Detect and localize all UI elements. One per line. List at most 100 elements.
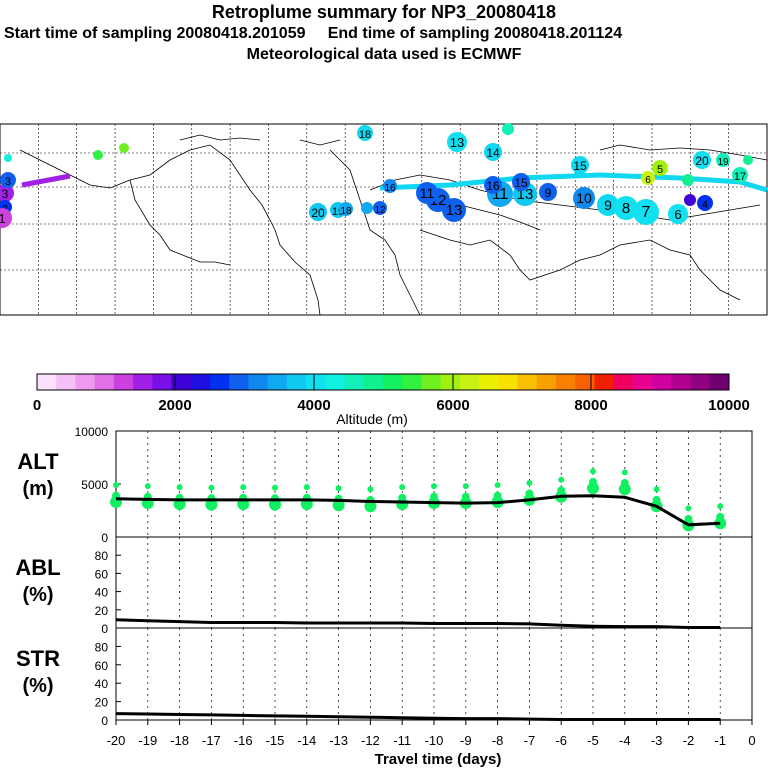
plume-point xyxy=(697,195,713,211)
plume-point-label: 18 xyxy=(359,129,371,141)
plume-point-label: 20 xyxy=(311,206,325,220)
panel-unit: (m) xyxy=(22,478,53,500)
colorbar-swatch xyxy=(363,374,384,390)
colorbar-swatch xyxy=(286,374,307,390)
x-tick-label: -11 xyxy=(393,733,411,748)
cluster-point xyxy=(589,477,597,486)
x-axis-label: Travel time (days) xyxy=(375,751,502,768)
y-tick-label: 60 xyxy=(95,659,109,673)
cluster-point xyxy=(558,476,565,483)
plume-point-label: 4 xyxy=(702,199,708,211)
plume-point xyxy=(119,143,129,153)
colorbar-swatch xyxy=(325,374,346,390)
colorbar-swatch xyxy=(383,374,403,390)
y-tick-label: 0 xyxy=(101,531,108,545)
colorbar-swatch xyxy=(594,374,615,390)
x-tick-label: -19 xyxy=(138,733,157,748)
cluster-point xyxy=(176,484,183,491)
plume-point xyxy=(0,172,16,188)
plume-point-label: 16 xyxy=(384,183,396,194)
panel-str: 80 60 40 20 0 STR (%) xyxy=(16,627,753,728)
colorbar-swatch xyxy=(229,374,249,390)
plume-point-label: 12 xyxy=(374,205,386,216)
cluster-point xyxy=(684,514,693,523)
plume-point xyxy=(361,202,373,214)
cluster-point xyxy=(364,500,377,513)
cluster-point xyxy=(269,498,281,511)
plume-point xyxy=(0,208,12,228)
plume-point-label: 10 xyxy=(576,190,592,206)
colorbar-swatch xyxy=(440,374,461,390)
cluster-point xyxy=(716,512,725,521)
colorbar-swatch xyxy=(152,374,173,390)
plume-point xyxy=(484,176,502,194)
y-tick-label: 0 xyxy=(101,622,108,636)
cluster-point xyxy=(590,468,596,475)
cluster-point xyxy=(557,486,566,495)
abl-line xyxy=(115,618,721,629)
cluster-point xyxy=(113,482,119,489)
plume-point xyxy=(357,125,373,141)
plume-point xyxy=(614,196,638,220)
cluster-point xyxy=(144,483,151,490)
cluster-point xyxy=(205,498,218,511)
colorbar-swatch xyxy=(267,374,288,390)
plume-point xyxy=(571,156,589,174)
colorbar-swatch xyxy=(459,374,480,390)
x-tick-label: -10 xyxy=(425,733,444,748)
colorbar-swatch xyxy=(421,374,442,390)
colorbar-swatch xyxy=(94,374,115,390)
plume-point xyxy=(716,153,730,167)
y-tick-label: 80 xyxy=(95,640,109,654)
cluster-point xyxy=(587,482,599,495)
x-tick-label: -12 xyxy=(361,733,380,748)
colorbar-swatch xyxy=(498,374,519,390)
colorbar-tick-label: 0 xyxy=(33,397,41,414)
panel-label: STR xyxy=(16,646,60,671)
x-tick-label: -13 xyxy=(329,733,348,748)
x-tick-label: -16 xyxy=(234,733,253,748)
plume-point-label: 14 xyxy=(486,146,500,160)
plume-point xyxy=(652,160,668,176)
plume-point xyxy=(743,155,753,165)
plume-point xyxy=(693,151,711,169)
sampling-times: Start time of sampling 20080418.201059 E… xyxy=(4,25,623,42)
colorbar-swatch xyxy=(306,374,326,390)
cluster-point xyxy=(335,485,342,492)
panel-label: ALT xyxy=(17,449,59,474)
x-tick-label: -2 xyxy=(683,733,695,748)
plume-point-label: 15 xyxy=(514,176,528,190)
x-tick-label: -8 xyxy=(492,733,504,748)
plume-point xyxy=(416,182,438,204)
plume-point xyxy=(0,184,14,202)
colorbar-swatch xyxy=(690,374,711,390)
colorbar-swatch xyxy=(632,374,653,390)
panel-label: ABL xyxy=(15,555,60,580)
plume-point-label: 17 xyxy=(734,171,746,183)
cluster-point xyxy=(462,483,469,490)
colorbar-swatch xyxy=(344,374,365,390)
met-data-note: Meteorological data used is ECMWF xyxy=(246,46,522,63)
x-tick-label: -15 xyxy=(266,733,285,748)
panel-unit: (%) xyxy=(22,584,53,606)
plume-point xyxy=(573,187,595,209)
plume-point-label: 9 xyxy=(545,186,552,200)
plume-point-label: 9 xyxy=(604,197,612,213)
plume-point-label: 6 xyxy=(645,175,651,186)
colorbar-tick-label: 8000 xyxy=(574,397,607,414)
str-line xyxy=(115,712,721,721)
plume-point xyxy=(732,167,748,183)
x-tick-label: -6 xyxy=(555,733,567,748)
plume-point-label: 5 xyxy=(657,164,663,176)
plume-point xyxy=(447,132,467,152)
colorbar-swatch xyxy=(75,374,96,390)
cluster-point xyxy=(525,489,534,498)
plume-point xyxy=(668,204,688,224)
y-tick-label: 10000 xyxy=(75,425,109,439)
colorbar-swatch xyxy=(556,374,576,390)
plume-point xyxy=(641,171,655,185)
colorbar-swatch xyxy=(671,374,692,390)
cluster-point xyxy=(461,492,470,501)
